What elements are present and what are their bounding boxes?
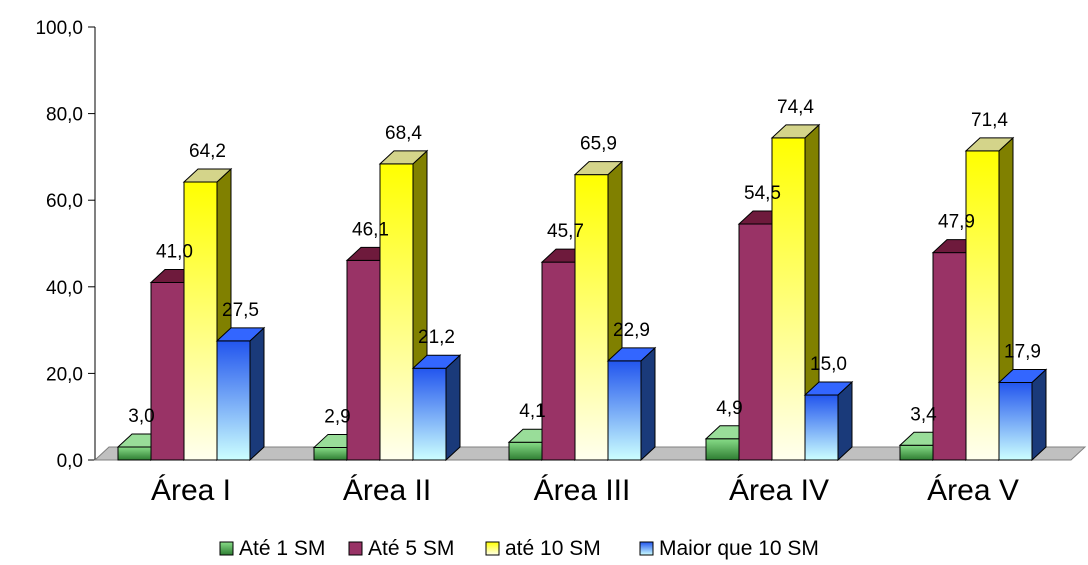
- data-label: 65,9: [580, 134, 617, 155]
- legend-label: até 10 SM: [505, 537, 601, 560]
- legend-swatch: [219, 541, 234, 556]
- data-label: 64,2: [189, 141, 226, 162]
- bar-front: [216, 340, 251, 461]
- data-label: 41,0: [156, 241, 193, 262]
- bar-front: [412, 367, 447, 461]
- data-label: 47,9: [938, 212, 975, 233]
- legend-swatch: [348, 541, 363, 556]
- bar-front: [313, 446, 348, 461]
- data-label: 17,9: [1004, 341, 1041, 362]
- bar-side: [640, 346, 656, 462]
- data-label: 3,0: [128, 406, 154, 427]
- legend-label: Até 5 SM: [368, 537, 454, 560]
- bar-front: [117, 446, 152, 461]
- category-label: Área II: [343, 474, 431, 507]
- category-label: Área I: [151, 474, 231, 507]
- bar-front: [705, 438, 740, 461]
- category-label: Área IV: [729, 474, 829, 507]
- data-label: 3,4: [910, 404, 937, 425]
- bar-front: [998, 381, 1033, 461]
- data-label: 4,1: [519, 401, 545, 422]
- bar-side: [445, 354, 461, 462]
- data-label: 46,1: [352, 219, 389, 240]
- bar-front: [346, 259, 381, 461]
- legend: Até 1 SM Até 5 SM até 10 SM Maior que 10 SM: [219, 537, 819, 560]
- bar-top: [803, 381, 854, 396]
- category-label: Área V: [927, 474, 1019, 507]
- bar-top: [573, 161, 624, 176]
- bar-side: [249, 326, 265, 462]
- legend-swatch: [639, 541, 654, 556]
- bar-front: [541, 261, 576, 461]
- data-label: 71,4: [971, 110, 1008, 131]
- data-labels-layer: 3,0 41,0 64,2 27,5 2,9 46,1 68,4 21,2 4,1 45,7 65,…: [128, 97, 1041, 428]
- legend-swatch: [485, 541, 500, 556]
- data-label: 54,5: [744, 183, 781, 204]
- bars-layer: [116, 123, 1048, 462]
- axis-layer: 0,0 20,0 40,0 60,0 80,0 100,0: [35, 18, 96, 472]
- bar: [411, 354, 462, 462]
- bar-front: [738, 223, 773, 461]
- data-label: 2,9: [324, 406, 350, 427]
- bar-front: [574, 174, 609, 461]
- legend-label: Maior que 10 SM: [659, 537, 819, 560]
- category-label: Área III: [534, 474, 631, 507]
- data-label: 22,9: [613, 320, 650, 341]
- data-label: 45,7: [547, 221, 584, 242]
- bar: [378, 149, 429, 462]
- legend-item: Até 1 SM: [219, 537, 325, 560]
- data-label: 74,4: [777, 97, 814, 118]
- bar-front: [150, 281, 185, 461]
- data-label: 68,4: [385, 123, 422, 144]
- bar-top: [606, 347, 657, 362]
- bar-top: [997, 368, 1048, 383]
- legend-item: Maior que 10 SM: [639, 537, 819, 560]
- bar-side: [1031, 368, 1047, 462]
- bar-front: [932, 252, 967, 461]
- bar: [215, 326, 266, 462]
- category-labels-layer: Área I Área II Área III Área IV Área V: [151, 474, 1019, 507]
- data-label: 21,2: [418, 327, 455, 348]
- legend-label: Até 1 SM: [239, 537, 325, 560]
- bar-top: [215, 327, 266, 342]
- data-label: 27,5: [222, 300, 259, 321]
- bar-front: [508, 441, 543, 461]
- y-tick-label: 80,0: [46, 105, 83, 126]
- bar: [997, 368, 1048, 462]
- bar-front: [379, 163, 414, 461]
- y-tick-label: 20,0: [46, 364, 83, 385]
- legend-item: Até 5 SM: [348, 537, 454, 560]
- bar-front: [965, 150, 1000, 461]
- bar-top: [378, 150, 429, 165]
- bar-front: [804, 394, 839, 461]
- bar: [803, 380, 854, 462]
- data-label: 15,0: [810, 354, 847, 375]
- y-tick-label: 100,0: [35, 18, 83, 39]
- bar-front: [183, 181, 218, 461]
- bar-top: [964, 137, 1015, 152]
- bar-top: [770, 124, 821, 139]
- bar: [606, 346, 657, 462]
- bar-front: [607, 360, 642, 461]
- bar-top: [411, 354, 462, 369]
- legend-item: até 10 SM: [485, 537, 601, 560]
- y-tick-label: 0,0: [57, 451, 83, 472]
- bar-top: [182, 168, 233, 183]
- y-tick-label: 40,0: [46, 278, 83, 299]
- data-label: 4,9: [716, 398, 742, 419]
- y-tick-label: 60,0: [46, 191, 83, 212]
- bar-front: [899, 444, 934, 461]
- bar: [770, 123, 821, 462]
